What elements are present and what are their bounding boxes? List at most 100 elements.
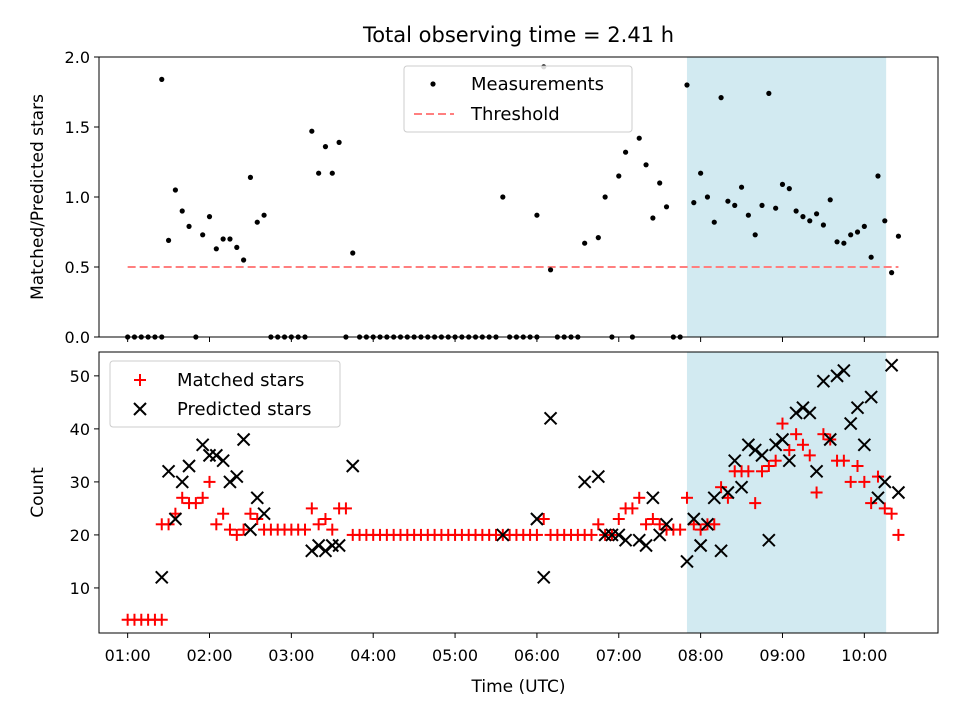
predicted-star-point: [891, 485, 906, 500]
predicted-star-point: [591, 469, 606, 484]
chart-title: Total observing time = 2.41 h: [362, 23, 674, 47]
bottom-y-axis-label: Count: [28, 467, 48, 518]
predicted-star-point: [837, 363, 851, 378]
measurement-point: [500, 194, 506, 200]
measurement-point: [329, 170, 335, 176]
top-y-tick-label: 1.0: [65, 188, 90, 207]
predicted-star-point: [168, 512, 183, 526]
predicted-star-point: [618, 533, 633, 547]
top-y-tick-label: 0.0: [65, 328, 90, 347]
measurement-point: [827, 197, 833, 203]
predicted-star-point: [687, 512, 701, 526]
measurement-point: [186, 223, 192, 229]
predicted-star-point: [257, 507, 271, 521]
measurement-point: [834, 239, 840, 245]
predicted-star-point: [161, 464, 176, 478]
matched-star-point: [708, 518, 721, 531]
matched-star-point: [155, 613, 168, 626]
measurement-point: [691, 200, 697, 206]
top-legend: Measurements Threshold: [403, 65, 633, 133]
predicted-star-point: [612, 528, 626, 542]
predicted-star-point: [871, 491, 885, 505]
x-tick-label: 07:00: [596, 646, 642, 665]
predicted-star-point: [843, 416, 858, 431]
measurement-point: [759, 202, 765, 208]
predicted-star-point: [680, 554, 694, 569]
predicted-star-point: [577, 475, 592, 489]
measurement-point: [179, 208, 185, 214]
measurement-point: [622, 149, 629, 155]
predicted-star-point: [721, 485, 735, 500]
measurement-point: [636, 135, 642, 141]
matched-star-point: [305, 502, 318, 515]
predicted-star-point: [700, 517, 715, 532]
matched-star-point: [230, 528, 243, 541]
legend-predicted-marker: [133, 402, 147, 416]
measurement-point: [793, 208, 799, 214]
matched-star-point: [312, 518, 325, 531]
matched-star-point: [756, 465, 769, 478]
matched-star-point: [326, 523, 339, 536]
matched-star-point: [776, 417, 789, 430]
matched-star-point: [674, 523, 687, 536]
x-tick-label: 09:00: [759, 646, 805, 665]
bottom-y-tick-label: 30: [70, 473, 90, 492]
predicted-star-point: [803, 406, 817, 420]
measurement-point: [234, 244, 240, 250]
predicted-star-point: [175, 475, 189, 489]
measurement-point: [602, 194, 608, 200]
predicted-star-point: [202, 448, 217, 463]
predicted-star-point: [223, 475, 237, 489]
predicted-star-point: [543, 411, 558, 425]
x-tick-label: 01:00: [105, 646, 151, 665]
matched-star-point: [878, 502, 891, 515]
matched-star-point: [885, 507, 898, 520]
predicted-star-point: [775, 432, 790, 447]
measurement-point: [206, 214, 213, 220]
predicted-star-point: [305, 544, 319, 558]
predicted-star-point: [639, 538, 653, 553]
measurement-point: [895, 233, 902, 239]
legend-threshold-label: Threshold: [470, 104, 560, 125]
matched-star-point: [810, 486, 823, 499]
matched-star-point: [298, 523, 311, 536]
measurement-point: [800, 214, 806, 220]
predicted-star-point: [230, 469, 244, 484]
matched-star-point: [803, 449, 816, 462]
matched-star-point: [790, 428, 803, 441]
measurement-point: [220, 236, 226, 242]
measurement-point: [165, 237, 172, 243]
measurement-point: [752, 232, 758, 238]
matched-star-point: [796, 438, 809, 451]
x-axis-label: Time (UTC): [471, 677, 566, 697]
star-count-points: [121, 358, 906, 626]
count-panel: 10 20 30 40 50 01:00 02:00 03:00 04:00 05:00 06:0…: [28, 351, 939, 697]
predicted-star-point: [728, 453, 742, 468]
top-y-ticks: 0.0 0.5 1.0 1.5 2.0: [65, 48, 99, 347]
measurement-point: [247, 174, 254, 180]
predicted-star-point: [195, 438, 210, 452]
predicted-star-point: [782, 453, 797, 468]
predicted-star-point: [755, 448, 769, 463]
predicted-star-point: [646, 491, 660, 505]
bottom-y-tick-label: 10: [70, 579, 90, 598]
bottom-legend: Matched stars Predicted stars: [109, 360, 341, 428]
predicted-star-point: [796, 400, 810, 415]
top-y-tick-label: 1.5: [65, 118, 90, 137]
matched-star-point: [640, 518, 653, 531]
measurement-point: [854, 229, 861, 235]
legend-measurements-label: Measurements: [471, 74, 604, 95]
predicted-star-point: [864, 390, 878, 404]
x-tick-label: 02:00: [186, 646, 232, 665]
x-tick-label: 06:00: [514, 646, 560, 665]
measurement-point: [159, 76, 165, 82]
matched-star-point: [210, 518, 223, 531]
predicted-star-point: [816, 374, 831, 388]
matched-star-point: [585, 528, 598, 541]
measurement-point: [848, 232, 854, 238]
top-y-tick-label: 0.5: [65, 258, 90, 277]
predicted-star-point: [250, 491, 264, 505]
measurement-point: [875, 173, 881, 179]
predicted-star-point: [748, 443, 762, 457]
measurement-point: [616, 173, 622, 179]
